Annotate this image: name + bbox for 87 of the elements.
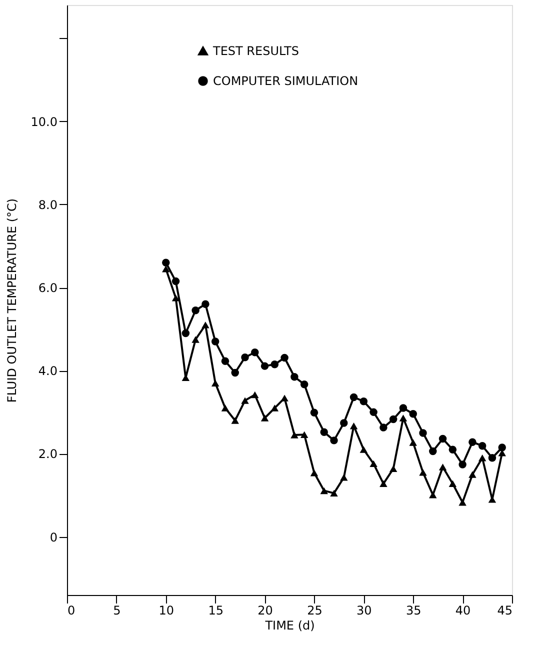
point (182, 329, 190, 338)
point (221, 357, 230, 365)
point (280, 394, 288, 402)
point (260, 414, 269, 422)
point (330, 436, 338, 444)
x-tick-label: 15 (208, 604, 224, 618)
point (389, 415, 398, 424)
point (419, 469, 427, 476)
point (458, 460, 466, 468)
x-tick-label: 45 (497, 604, 512, 618)
point (202, 300, 210, 308)
point (221, 404, 230, 412)
point (340, 419, 348, 427)
point (438, 464, 447, 470)
x-tick-label: 20 (258, 604, 273, 618)
y-axis-title: FLUID OUTLET TEMPERATURE (°C) (4, 198, 19, 403)
point (320, 487, 328, 494)
point (270, 360, 279, 368)
point (448, 480, 457, 487)
point (310, 408, 318, 416)
point (350, 393, 358, 402)
x-axis-title: TIME (d) (264, 618, 315, 632)
point (290, 373, 298, 381)
x-tick-label: 30 (356, 604, 372, 618)
legend-label: TEST RESULTS (212, 44, 299, 58)
point (478, 454, 486, 462)
point (310, 469, 318, 476)
point (231, 417, 239, 424)
point (162, 265, 170, 272)
point (399, 404, 408, 412)
point (330, 490, 338, 497)
point (429, 492, 437, 498)
y-tick-label: 6.0 (38, 281, 58, 296)
point (448, 446, 457, 454)
point (370, 460, 378, 468)
y-tick-label: 10.0 (30, 114, 58, 129)
point (409, 410, 417, 418)
x-tick-label: 35 (406, 604, 422, 618)
point (429, 447, 437, 456)
x-tick-label: 10 (158, 604, 174, 618)
point (409, 439, 417, 446)
point (231, 368, 239, 377)
y-tick-label: 8.0 (38, 198, 58, 212)
point (280, 354, 288, 362)
legend-label: COMPUTER SIMULATION (213, 74, 358, 88)
point (320, 428, 328, 436)
point (350, 422, 358, 430)
x-tick-label: 0 (68, 604, 76, 618)
point (300, 431, 308, 438)
point (438, 434, 447, 443)
point (192, 336, 200, 343)
point (389, 465, 398, 472)
y-tick-label: 4.0 (38, 364, 58, 378)
point (202, 322, 210, 328)
point (172, 277, 180, 286)
point (468, 471, 476, 478)
point (380, 480, 388, 487)
point (399, 414, 408, 422)
point (211, 338, 220, 346)
point (192, 306, 200, 314)
point (478, 442, 486, 450)
point (260, 362, 269, 370)
point (172, 294, 180, 302)
point (162, 258, 170, 266)
point (370, 408, 378, 416)
point (419, 429, 427, 437)
point (241, 397, 249, 404)
point (458, 498, 466, 506)
point (360, 446, 368, 453)
point (498, 444, 506, 452)
point (270, 404, 279, 412)
point (300, 380, 308, 388)
point (488, 454, 496, 462)
point (380, 424, 388, 432)
point (340, 474, 348, 481)
x-tick-label: 40 (455, 604, 471, 618)
point (360, 398, 368, 406)
y-tick-label: 0 (50, 530, 58, 544)
point (251, 348, 259, 356)
x-tick-label: 25 (307, 604, 322, 618)
point (241, 353, 249, 362)
point (251, 391, 259, 398)
y-tick-label: 2.0 (38, 447, 58, 462)
point (290, 432, 298, 438)
point (468, 438, 476, 446)
x-tick-label: 5 (113, 604, 121, 618)
point (211, 380, 220, 386)
